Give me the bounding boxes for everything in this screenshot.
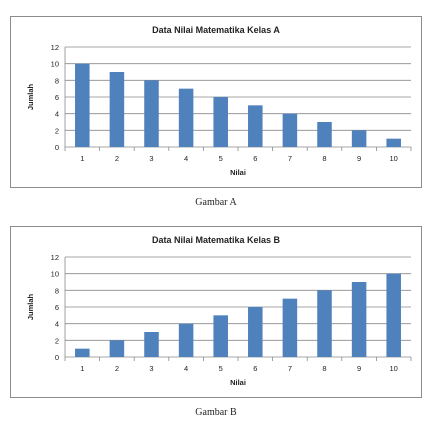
chart-a-xtick-label: 8 (322, 154, 326, 163)
chart-a-xlabel: Nilai (230, 168, 246, 177)
chart-a-xtick-label: 9 (357, 154, 361, 163)
chart-a-bar (386, 138, 401, 147)
chart-a-ytick-label: 6 (55, 93, 59, 102)
chart-b-ytick-label: 12 (51, 253, 59, 262)
chart-b-ytick-label: 0 (55, 353, 59, 362)
chart-b-xtick-label: 9 (357, 364, 361, 373)
chart-b-bar (248, 307, 263, 357)
chart-b-bar (317, 290, 332, 357)
chart-a-bar (178, 88, 194, 147)
chart-a-bar (282, 113, 298, 147)
chart-a-ytick-label: 12 (51, 43, 59, 52)
chart-a-title: Data Nilai Matematika Kelas A (152, 25, 280, 35)
chart-a-bar (75, 63, 90, 147)
chart-b-ytick-label: 2 (55, 336, 59, 345)
chart-b-xtick-label: 6 (253, 364, 257, 373)
chart-a-ytick-label: 2 (55, 126, 59, 135)
chart-a-bar (351, 130, 367, 147)
chart-b-ytick-label: 10 (51, 270, 59, 279)
chart-b-frame: Data Nilai Matematika Kelas B 0 2 4 6 8 10 12 1 2… (10, 226, 422, 398)
chart-a-xtick-label: 2 (115, 154, 119, 163)
chart-b-ylabel: Jumlah (26, 293, 35, 320)
chart-b-ytick-label: 4 (55, 320, 59, 329)
chart-a-frame: Data Nilai Matematika Kelas A 0 2 4 6 8 10 12 1 2… (10, 16, 422, 188)
chart-a-xtick-label: 5 (219, 154, 223, 163)
chart-b-bar (351, 282, 367, 357)
chart-a-bar (144, 80, 159, 147)
chart-b-xtick-label: 5 (219, 364, 223, 373)
chart-b-bar (282, 298, 298, 357)
chart-b-bar (178, 323, 194, 357)
chart-b-bar (75, 348, 90, 357)
chart-b-xlabel: Nilai (230, 378, 246, 387)
chart-b-xtick-label: 2 (115, 364, 119, 373)
chart-a-ytick-label: 8 (55, 76, 59, 85)
chart-b-xtick-label: 4 (184, 364, 188, 373)
chart-b-xtick-label: 8 (322, 364, 326, 373)
chart-a-xtick-label: 10 (390, 154, 398, 163)
chart-a-xtick-label: 6 (253, 154, 257, 163)
chart-b-bar (213, 315, 228, 357)
chart-a-bar (213, 97, 228, 147)
chart-a-ytick-label: 4 (55, 110, 59, 119)
chart-a-xtick-label: 1 (80, 154, 84, 163)
chart-a-bar (109, 72, 125, 147)
chart-b-bar (144, 332, 159, 357)
chart-a-xtick-label: 3 (149, 154, 153, 163)
chart-b-caption: Gambar B (195, 407, 237, 418)
chart-b-xtick-label: 1 (80, 364, 84, 373)
chart-a-ylabel: Jumlah (26, 83, 35, 110)
chart-a-bar (248, 105, 263, 147)
chart-a-ytick-label: 0 (55, 143, 59, 152)
chart-b-title: Data Nilai Matematika Kelas B (152, 235, 281, 245)
chart-a-bar (317, 122, 332, 147)
chart-b-xtick-label: 3 (149, 364, 153, 373)
chart-b-bar (386, 273, 401, 357)
chart-b-ytick-label: 8 (55, 286, 59, 295)
chart-b-ytick-label: 6 (55, 303, 59, 312)
chart-a-xtick-label: 4 (184, 154, 188, 163)
chart-b-bar (109, 340, 125, 357)
chart-b-xtick-label: 10 (390, 364, 398, 373)
chart-a-caption: Gambar A (195, 197, 237, 208)
chart-b-xtick-label: 7 (288, 364, 292, 373)
chart-a-xtick-label: 7 (288, 154, 292, 163)
chart-a-ytick-label: 10 (51, 60, 59, 69)
